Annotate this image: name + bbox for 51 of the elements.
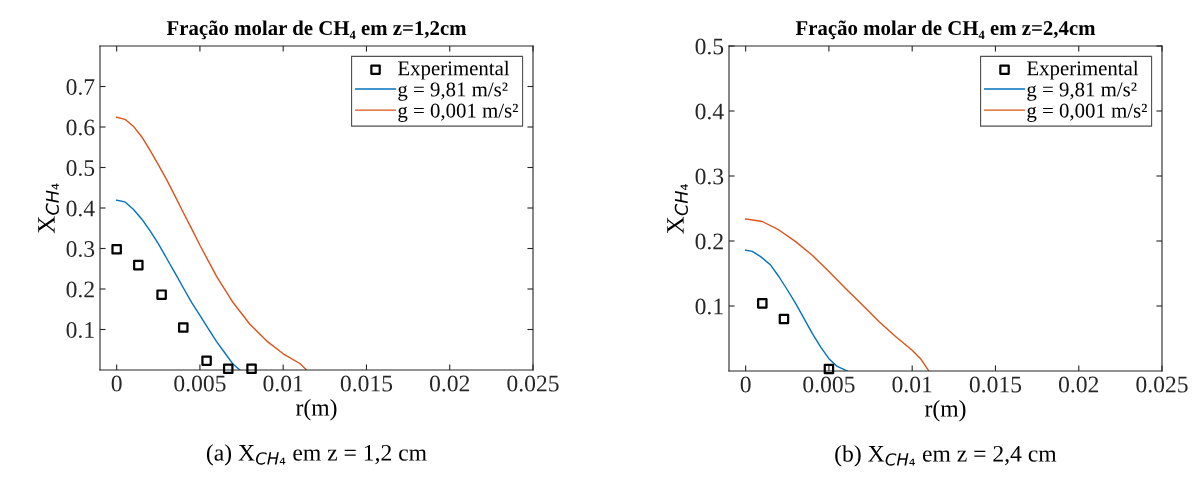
y-tick-label: 0.4 [66, 200, 95, 217]
point [246, 363, 257, 375]
chart-title: Fração molar de CH₄ em z=2,4cm [795, 20, 1096, 40]
text: (a) X$_{CH₄}$ em z = 1,2 cm [206, 444, 427, 466]
y-tick-label: 0.4 [695, 103, 724, 120]
y-tick-label: 0.7 [66, 78, 95, 96]
x-tick-label: 0.005 [174, 375, 226, 392]
point [778, 313, 790, 325]
x-tick-label: 0.025 [507, 375, 559, 392]
y-tick-label: 0.5 [695, 38, 724, 55]
legend-label: g = 9,81 m/s² [1027, 82, 1137, 101]
legend-label: g = 9,81 m/s² [398, 82, 508, 101]
x-tick-label: 0.01 [263, 375, 303, 392]
x-tick-label: 0 [740, 376, 751, 393]
y-tick-label: 0.1 [695, 298, 723, 315]
legend-label: g = 0,001 m/s² [398, 103, 518, 122]
point [133, 259, 144, 271]
legend-label: Experimental [1027, 60, 1139, 80]
y-tick-label: 0.6 [66, 119, 95, 136]
y-axis-title: X$_{CH₄}$ [667, 184, 688, 234]
y-tick-label: 0.2 [695, 233, 723, 250]
text: (b) X$_{CH₄}$ em z = 2,4 cm [835, 445, 1057, 467]
point [156, 289, 167, 300]
point [111, 244, 122, 255]
x-tick-label: 0.02 [1058, 376, 1099, 393]
x-tick-label: 0.015 [969, 376, 1022, 393]
x-tick-label: 0.01 [892, 376, 932, 393]
y-tick-label: 0.5 [66, 159, 95, 177]
x-tick-label: 0 [111, 375, 122, 392]
x-axis-title: r(m) [925, 400, 966, 422]
x-axis-title: r(m) [296, 399, 337, 421]
x-tick-label: 0.02 [429, 375, 470, 392]
point [201, 355, 212, 366]
point [222, 363, 234, 375]
line-series [744, 249, 848, 371]
y-tick-label: 0.1 [66, 321, 94, 339]
legend-label: Experimental [398, 60, 510, 80]
line-series [744, 218, 930, 371]
line-series [115, 116, 308, 370]
point [823, 363, 835, 375]
chart-title: Fração molar de CH₄ em z=1,2cm [166, 20, 467, 40]
point [177, 322, 189, 333]
y-axis-title: X$_{CH₄}$ [38, 183, 59, 234]
y-tick-label: 0.3 [66, 240, 95, 258]
x-tick-label: 0.025 [1136, 376, 1188, 393]
legend-label: g = 0,001 m/s² [1027, 103, 1147, 122]
y-tick-label: 0.3 [695, 168, 724, 185]
x-tick-label: 0.015 [340, 375, 393, 392]
y-tick-label: 0.2 [66, 281, 94, 298]
x-tick-label: 0.005 [803, 376, 855, 393]
point [757, 298, 768, 309]
